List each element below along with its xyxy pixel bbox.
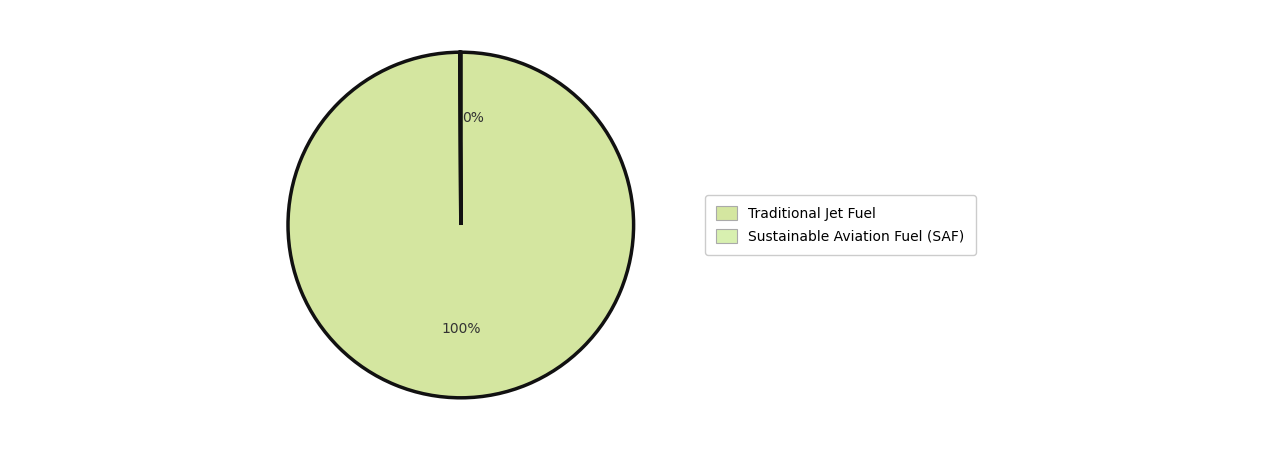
Text: 100%: 100% bbox=[442, 322, 480, 336]
Wedge shape bbox=[288, 52, 634, 398]
Text: 0%: 0% bbox=[462, 111, 484, 125]
Legend: Traditional Jet Fuel, Sustainable Aviation Fuel (SAF): Traditional Jet Fuel, Sustainable Aviati… bbox=[705, 195, 975, 255]
